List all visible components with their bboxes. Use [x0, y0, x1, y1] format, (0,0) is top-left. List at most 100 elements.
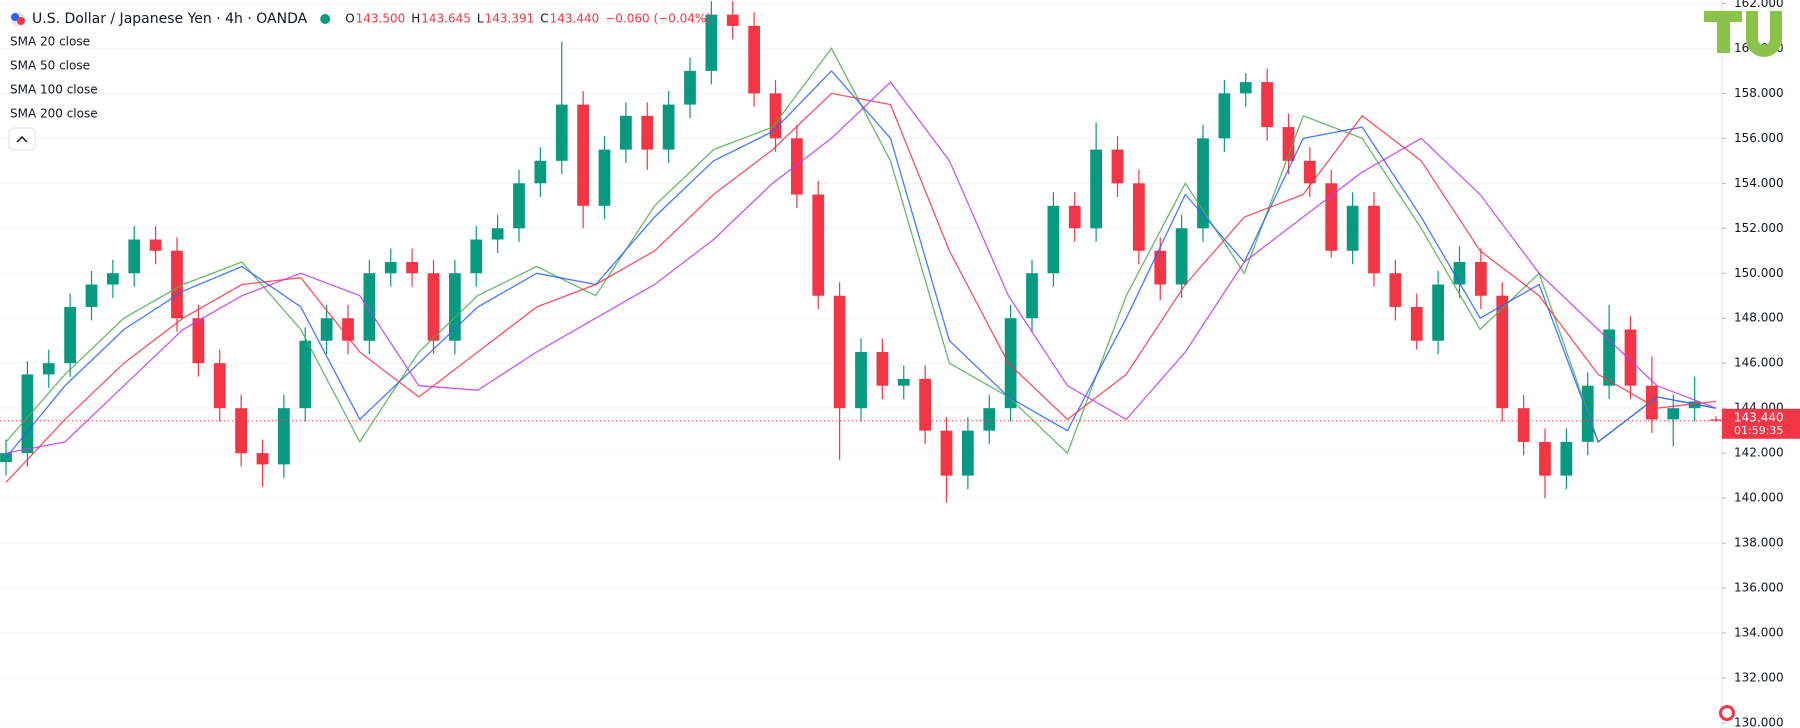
- candle-body: [1132, 183, 1145, 251]
- ohlc-value: 143.391: [485, 12, 535, 26]
- grid: [0, 2, 1722, 724]
- ohlc-label: L: [477, 12, 484, 26]
- candle-body: [662, 104, 675, 150]
- candle-body: [1603, 329, 1616, 386]
- change: −0.060 (−0.04%): [605, 12, 711, 26]
- candle-body: [769, 93, 782, 139]
- candle-body: [790, 138, 803, 195]
- candle-body: [961, 430, 974, 476]
- ohlc-value: 143.500: [356, 12, 406, 26]
- candle-body: [277, 408, 290, 465]
- candle-body: [726, 14, 739, 26]
- candle-body: [1303, 160, 1316, 184]
- candle-body: [1218, 93, 1231, 139]
- ohlc-value: 143.440: [550, 12, 600, 26]
- y-tick-label: 156.000: [1734, 131, 1784, 145]
- y-tick-label: 148.000: [1734, 311, 1784, 325]
- candle-body: [855, 351, 867, 409]
- candle-body: [1389, 273, 1402, 307]
- y-tick-label: 136.000: [1734, 581, 1784, 595]
- candle-body: [384, 262, 397, 274]
- candle-body: [1068, 205, 1081, 229]
- candle-body: [192, 318, 205, 364]
- candle-body: [555, 104, 568, 161]
- candle-body: [42, 363, 55, 375]
- y-tick-label: 142.000: [1734, 446, 1784, 460]
- y-tick-label: 158.000: [1734, 86, 1784, 100]
- candle-body: [1282, 127, 1295, 161]
- candle-body: [1026, 273, 1038, 319]
- legend-entry: SMA 200 close: [10, 107, 98, 121]
- candle-body: [1560, 441, 1573, 476]
- candle-body: [1645, 385, 1658, 420]
- candle-body: [1047, 205, 1060, 274]
- candle-body: [534, 160, 547, 184]
- flag-icon: [1719, 705, 1735, 721]
- candle-body: [1624, 329, 1637, 386]
- candle-body: [1197, 138, 1209, 229]
- candle-body: [128, 239, 141, 274]
- candle-body: [1710, 419, 1722, 421]
- candle-body: [406, 262, 419, 274]
- symbol-icon: [11, 13, 19, 21]
- candle-body: [1175, 228, 1188, 285]
- candle-body: [1432, 284, 1445, 341]
- y-tick-label: 152.000: [1734, 221, 1784, 235]
- y-tick-label: 162.000: [1734, 0, 1784, 10]
- ohlc-label: H: [411, 12, 420, 26]
- y-tick-label: 138.000: [1734, 536, 1784, 550]
- sma-line: [5, 81, 1717, 454]
- collapse-button-frame[interactable]: [8, 127, 36, 151]
- collapse-button[interactable]: [8, 127, 36, 151]
- candle-body: [1004, 318, 1017, 409]
- collapse-icon: [16, 135, 28, 143]
- y-tick-label: 132.000: [1734, 671, 1784, 685]
- candle-body: [1239, 82, 1252, 94]
- candle-body: [21, 374, 34, 454]
- legend-entry: SMA 50 close: [10, 59, 90, 73]
- plot: [0, 1, 1722, 503]
- y-tick-label: 130.000: [1734, 716, 1784, 728]
- candle-body: [1453, 262, 1466, 285]
- header: U.S. Dollar / Japanese Yen · 4h · OANDA …: [11, 11, 711, 27]
- sma-line: [5, 92, 1717, 483]
- candle-body: [149, 239, 162, 251]
- candle-body: [619, 115, 632, 150]
- candle-body: [320, 318, 333, 341]
- y-tick-label: 154.000: [1734, 176, 1784, 190]
- candle-body: [342, 318, 354, 341]
- y-tick-label: 146.000: [1734, 356, 1784, 370]
- logo[interactable]: [1704, 11, 1782, 57]
- y-tick-label: 134.000: [1734, 626, 1784, 640]
- candle-body: [1111, 149, 1124, 184]
- logo-part: [1746, 11, 1782, 57]
- ohlc-label: C: [540, 12, 548, 26]
- candle-body: [448, 273, 461, 341]
- candle-body: [577, 104, 590, 206]
- candle-body: [1517, 408, 1530, 442]
- candle-body: [1368, 205, 1380, 274]
- chart-title: U.S. Dollar / Japanese Yen · 4h · OANDA: [32, 11, 308, 27]
- market-status: [320, 14, 331, 24]
- candle-body: [833, 295, 846, 409]
- legend-entry: SMA 20 close: [10, 35, 90, 49]
- candle-body: [1667, 408, 1680, 420]
- flag-icon-part: [1722, 708, 1732, 718]
- candle-body: [235, 408, 248, 454]
- candle-body: [491, 228, 504, 240]
- candle-body: [1261, 82, 1274, 128]
- candle-body: [213, 363, 226, 409]
- candle-body: [1410, 306, 1423, 341]
- price-axis: 130.000 132.000 134.000 136.000 138.000 140.0…: [1722, 0, 1800, 728]
- candle-body: [1688, 401, 1701, 409]
- candle-body: [748, 25, 761, 94]
- ohlc-value: 143.645: [421, 12, 471, 26]
- candle-body: [1325, 183, 1338, 251]
- candle-body: [876, 351, 889, 386]
- candle-body: [1539, 441, 1551, 476]
- candle-body: [0, 453, 12, 463]
- candle-body: [513, 183, 525, 229]
- candle-body: [171, 250, 183, 319]
